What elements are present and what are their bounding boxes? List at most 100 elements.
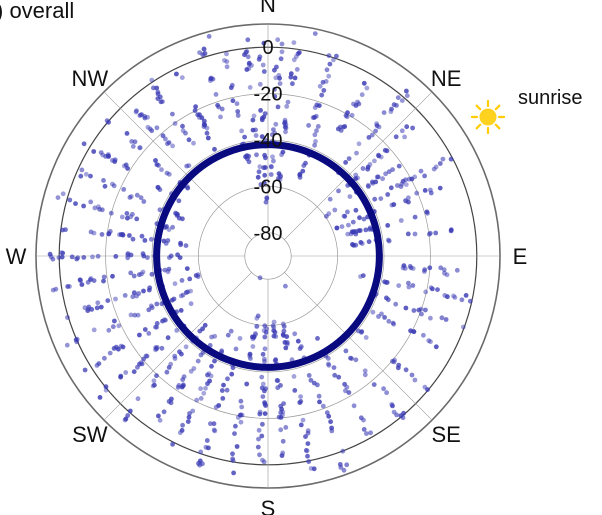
data-point bbox=[91, 230, 97, 236]
data-point bbox=[134, 216, 140, 222]
data-point bbox=[404, 124, 410, 130]
data-point bbox=[298, 422, 304, 428]
data-point bbox=[157, 207, 163, 213]
data-point bbox=[324, 67, 330, 73]
data-point bbox=[263, 199, 269, 205]
data-point bbox=[135, 396, 141, 402]
data-point bbox=[342, 124, 348, 129]
data-point bbox=[213, 404, 219, 410]
data-point bbox=[165, 335, 171, 341]
data-point bbox=[360, 273, 366, 278]
data-point bbox=[382, 315, 387, 320]
direction-label-se: SE bbox=[432, 422, 461, 447]
data-point bbox=[381, 386, 386, 392]
data-point bbox=[168, 400, 174, 406]
data-point bbox=[402, 134, 407, 140]
data-point bbox=[180, 216, 185, 222]
data-point bbox=[261, 165, 266, 171]
data-point bbox=[233, 346, 239, 352]
direction-label-e: E bbox=[513, 244, 528, 269]
data-point bbox=[79, 282, 85, 287]
data-point bbox=[200, 52, 206, 58]
data-point bbox=[459, 297, 465, 303]
data-point bbox=[103, 387, 109, 393]
data-point bbox=[204, 438, 210, 443]
data-point bbox=[107, 350, 113, 356]
data-point bbox=[127, 408, 133, 414]
data-point bbox=[157, 94, 163, 100]
data-point bbox=[329, 428, 335, 434]
data-point bbox=[129, 139, 135, 144]
data-point bbox=[155, 184, 161, 190]
data-point bbox=[247, 351, 253, 357]
data-point bbox=[187, 276, 193, 282]
data-point bbox=[146, 287, 152, 293]
data-point bbox=[373, 128, 378, 134]
data-point bbox=[278, 410, 284, 415]
data-point bbox=[149, 128, 155, 134]
data-point bbox=[175, 252, 181, 258]
data-point bbox=[154, 373, 159, 379]
data-point bbox=[142, 115, 148, 121]
data-point bbox=[63, 227, 68, 233]
data-point bbox=[149, 271, 155, 277]
data-point bbox=[99, 232, 105, 237]
data-point bbox=[97, 395, 103, 400]
data-point bbox=[358, 330, 364, 335]
data-point bbox=[191, 140, 196, 146]
data-point bbox=[205, 372, 210, 378]
data-point bbox=[391, 102, 397, 108]
data-point bbox=[271, 333, 277, 339]
data-point bbox=[85, 279, 91, 285]
data-point bbox=[195, 358, 201, 364]
data-point bbox=[125, 215, 130, 221]
grid-spoke bbox=[284, 91, 433, 240]
data-point bbox=[159, 345, 165, 351]
data-point bbox=[126, 233, 132, 238]
data-point bbox=[385, 192, 391, 197]
data-point bbox=[137, 332, 142, 338]
data-point bbox=[94, 305, 100, 311]
data-point bbox=[438, 265, 444, 271]
data-point bbox=[201, 46, 207, 52]
data-point bbox=[170, 143, 176, 149]
data-point bbox=[448, 227, 454, 233]
data-point bbox=[437, 185, 443, 191]
data-point bbox=[354, 150, 359, 156]
data-point bbox=[145, 124, 151, 130]
data-point bbox=[219, 388, 225, 393]
data-point bbox=[179, 351, 184, 357]
data-point bbox=[156, 163, 161, 168]
data-point bbox=[312, 132, 318, 138]
data-point bbox=[169, 396, 174, 402]
data-point bbox=[134, 293, 140, 299]
data-point bbox=[263, 329, 269, 335]
data-point bbox=[379, 311, 384, 317]
direction-label-ne: NE bbox=[431, 66, 462, 91]
data-point bbox=[278, 427, 284, 433]
data-point bbox=[257, 452, 262, 458]
data-point bbox=[270, 323, 276, 329]
data-point bbox=[353, 207, 359, 213]
data-point bbox=[308, 377, 314, 383]
data-point bbox=[260, 394, 266, 399]
data-point bbox=[385, 223, 391, 228]
data-point bbox=[412, 174, 418, 180]
data-point bbox=[187, 411, 192, 416]
data-point bbox=[166, 140, 172, 146]
data-point bbox=[201, 118, 207, 124]
data-point bbox=[174, 328, 180, 333]
direction-label-nw: NW bbox=[71, 66, 108, 91]
data-point bbox=[300, 417, 306, 423]
data-point bbox=[95, 253, 101, 259]
data-point bbox=[412, 214, 418, 220]
data-point bbox=[113, 344, 119, 350]
data-point bbox=[137, 145, 143, 151]
data-point bbox=[151, 378, 157, 384]
data-point bbox=[91, 278, 97, 283]
data-point bbox=[386, 169, 392, 175]
data-point bbox=[257, 411, 263, 417]
data-point bbox=[385, 297, 391, 303]
data-point bbox=[89, 307, 95, 312]
data-point bbox=[178, 293, 184, 299]
